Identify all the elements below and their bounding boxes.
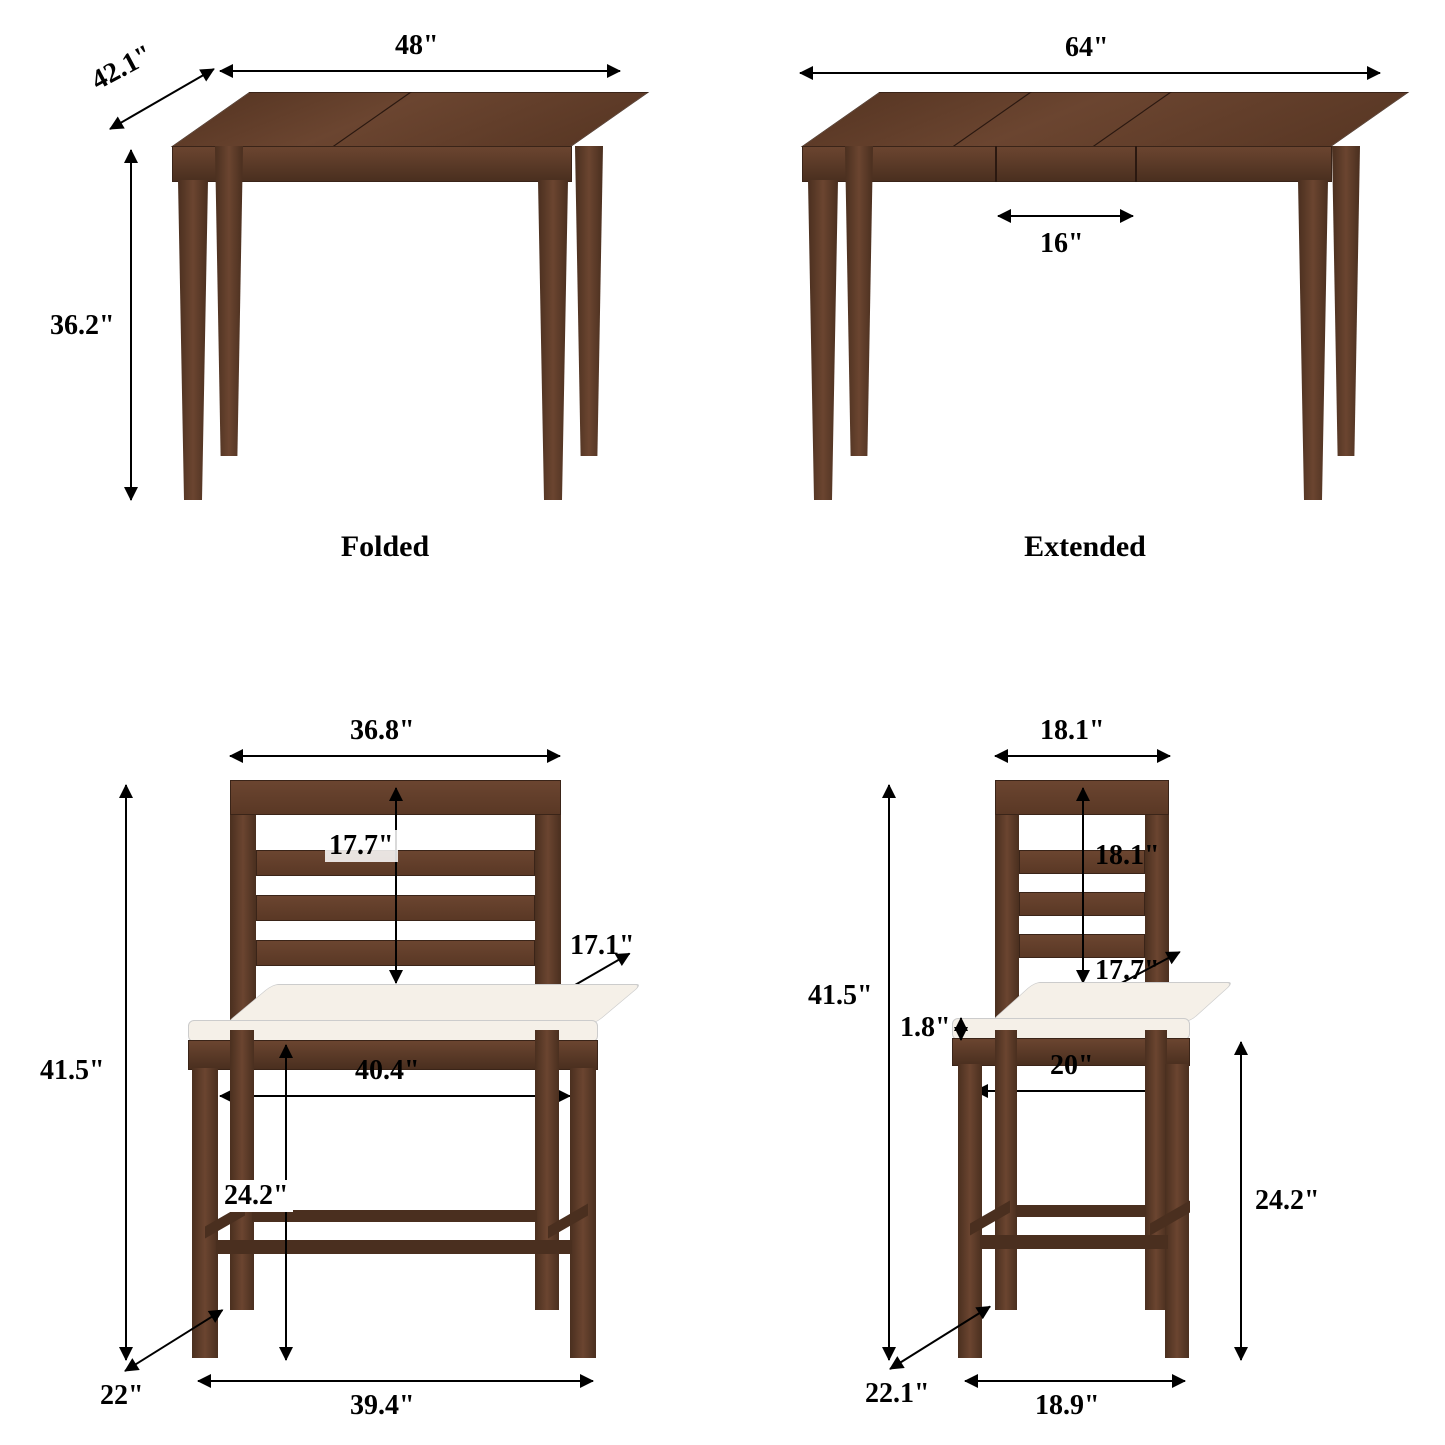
width-label: 48" [395, 30, 439, 62]
bench-leg-br [535, 1030, 559, 1310]
chair-basew-label: 18.9" [1035, 1390, 1100, 1422]
ext-leg-fr [1298, 180, 1328, 500]
ext-leg-br [1332, 146, 1360, 456]
chair-str-b [1016, 1205, 1146, 1217]
leg-front-right [538, 180, 568, 500]
ext-apron-seam2 [1135, 146, 1137, 182]
extended-caption: Extended [1000, 530, 1170, 564]
leg-back-left [215, 146, 243, 456]
table-top [171, 92, 650, 147]
bench-panel: 36.8" 17.7" 17.1" 40.4" 41.5" 24.2" 22" … [30, 700, 750, 1420]
bench-basew-label: 39.4" [350, 1390, 415, 1422]
chair-sh-arrow [1240, 1042, 1242, 1360]
leaf-label: 16" [1040, 228, 1084, 260]
chair-depth-label: 22.1" [865, 1378, 930, 1410]
bench-sh-label: 24.2" [220, 1180, 293, 1212]
folded-caption: Folded [310, 530, 460, 564]
chair-str-f [980, 1235, 1168, 1249]
bench-backw-label: 36.8" [350, 715, 415, 747]
chair-leg-bl [995, 1030, 1017, 1310]
bench-seatw-arrow [220, 1095, 570, 1097]
chair-backw-arrow [995, 755, 1170, 757]
width-arrow [220, 70, 620, 72]
chair-backh-label: 18.1" [1095, 840, 1160, 872]
leaf-arrow [998, 215, 1133, 217]
bench-depth-label: 22" [100, 1380, 144, 1412]
chair-oh-arrow [888, 785, 890, 1360]
chair-ct-label: 1.8" [900, 1012, 951, 1044]
bench-stretcher-f [216, 1240, 572, 1254]
chair-oh-label: 41.5" [808, 980, 873, 1012]
bench-seatd-label: 17.1" [570, 930, 635, 962]
chair-backw-label: 18.1" [1040, 715, 1105, 747]
ext-apron [802, 146, 1332, 182]
folded-table-panel: 42.1" 48" 36.2" Folded [30, 20, 680, 580]
chair-backh-arrow [1082, 788, 1084, 983]
ext-width-label: 64" [1065, 32, 1109, 64]
bench-backh-arrow [395, 788, 397, 983]
extended-table-panel: 64" 16" Extended [720, 20, 1420, 580]
bench-backh-label: 17.7" [325, 830, 398, 862]
bench-seatw-label: 40.4" [355, 1055, 420, 1087]
ext-leg-bl [845, 146, 873, 456]
chair-cushion-top [990, 982, 1234, 1022]
bench-backw-arrow [230, 755, 560, 757]
chair-seatw-label: 20" [1050, 1050, 1094, 1082]
chair-sh-label: 24.2" [1255, 1185, 1320, 1217]
leg-front-left [178, 180, 208, 500]
leg-back-right [575, 146, 603, 456]
ext-leg-fl [808, 180, 838, 500]
depth-label: 42.1" [86, 39, 158, 98]
bench-oh-label: 41.5" [40, 1055, 105, 1087]
chair-basew-arrow [965, 1380, 1185, 1382]
bench-cushion-top [225, 984, 643, 1024]
bench-leg-bl [230, 1030, 254, 1310]
chair-ct-arrow [960, 1018, 962, 1040]
ext-apron-seam1 [995, 146, 997, 182]
height-arrow [130, 150, 132, 500]
height-label: 36.2" [50, 310, 115, 342]
bench-basew-arrow [198, 1380, 593, 1382]
chair-leg-br [1145, 1030, 1167, 1310]
ext-width-arrow [800, 72, 1380, 74]
bench-stretcher-b [252, 1210, 537, 1222]
chair-panel: 18.1" 18.1" 17.7" 1.8" 20" 41.5" 24.2" 2… [820, 700, 1420, 1420]
bench-oh-arrow [125, 785, 127, 1360]
chair-backpost-l [995, 780, 1019, 1030]
bench-backpost-l [230, 780, 256, 1030]
